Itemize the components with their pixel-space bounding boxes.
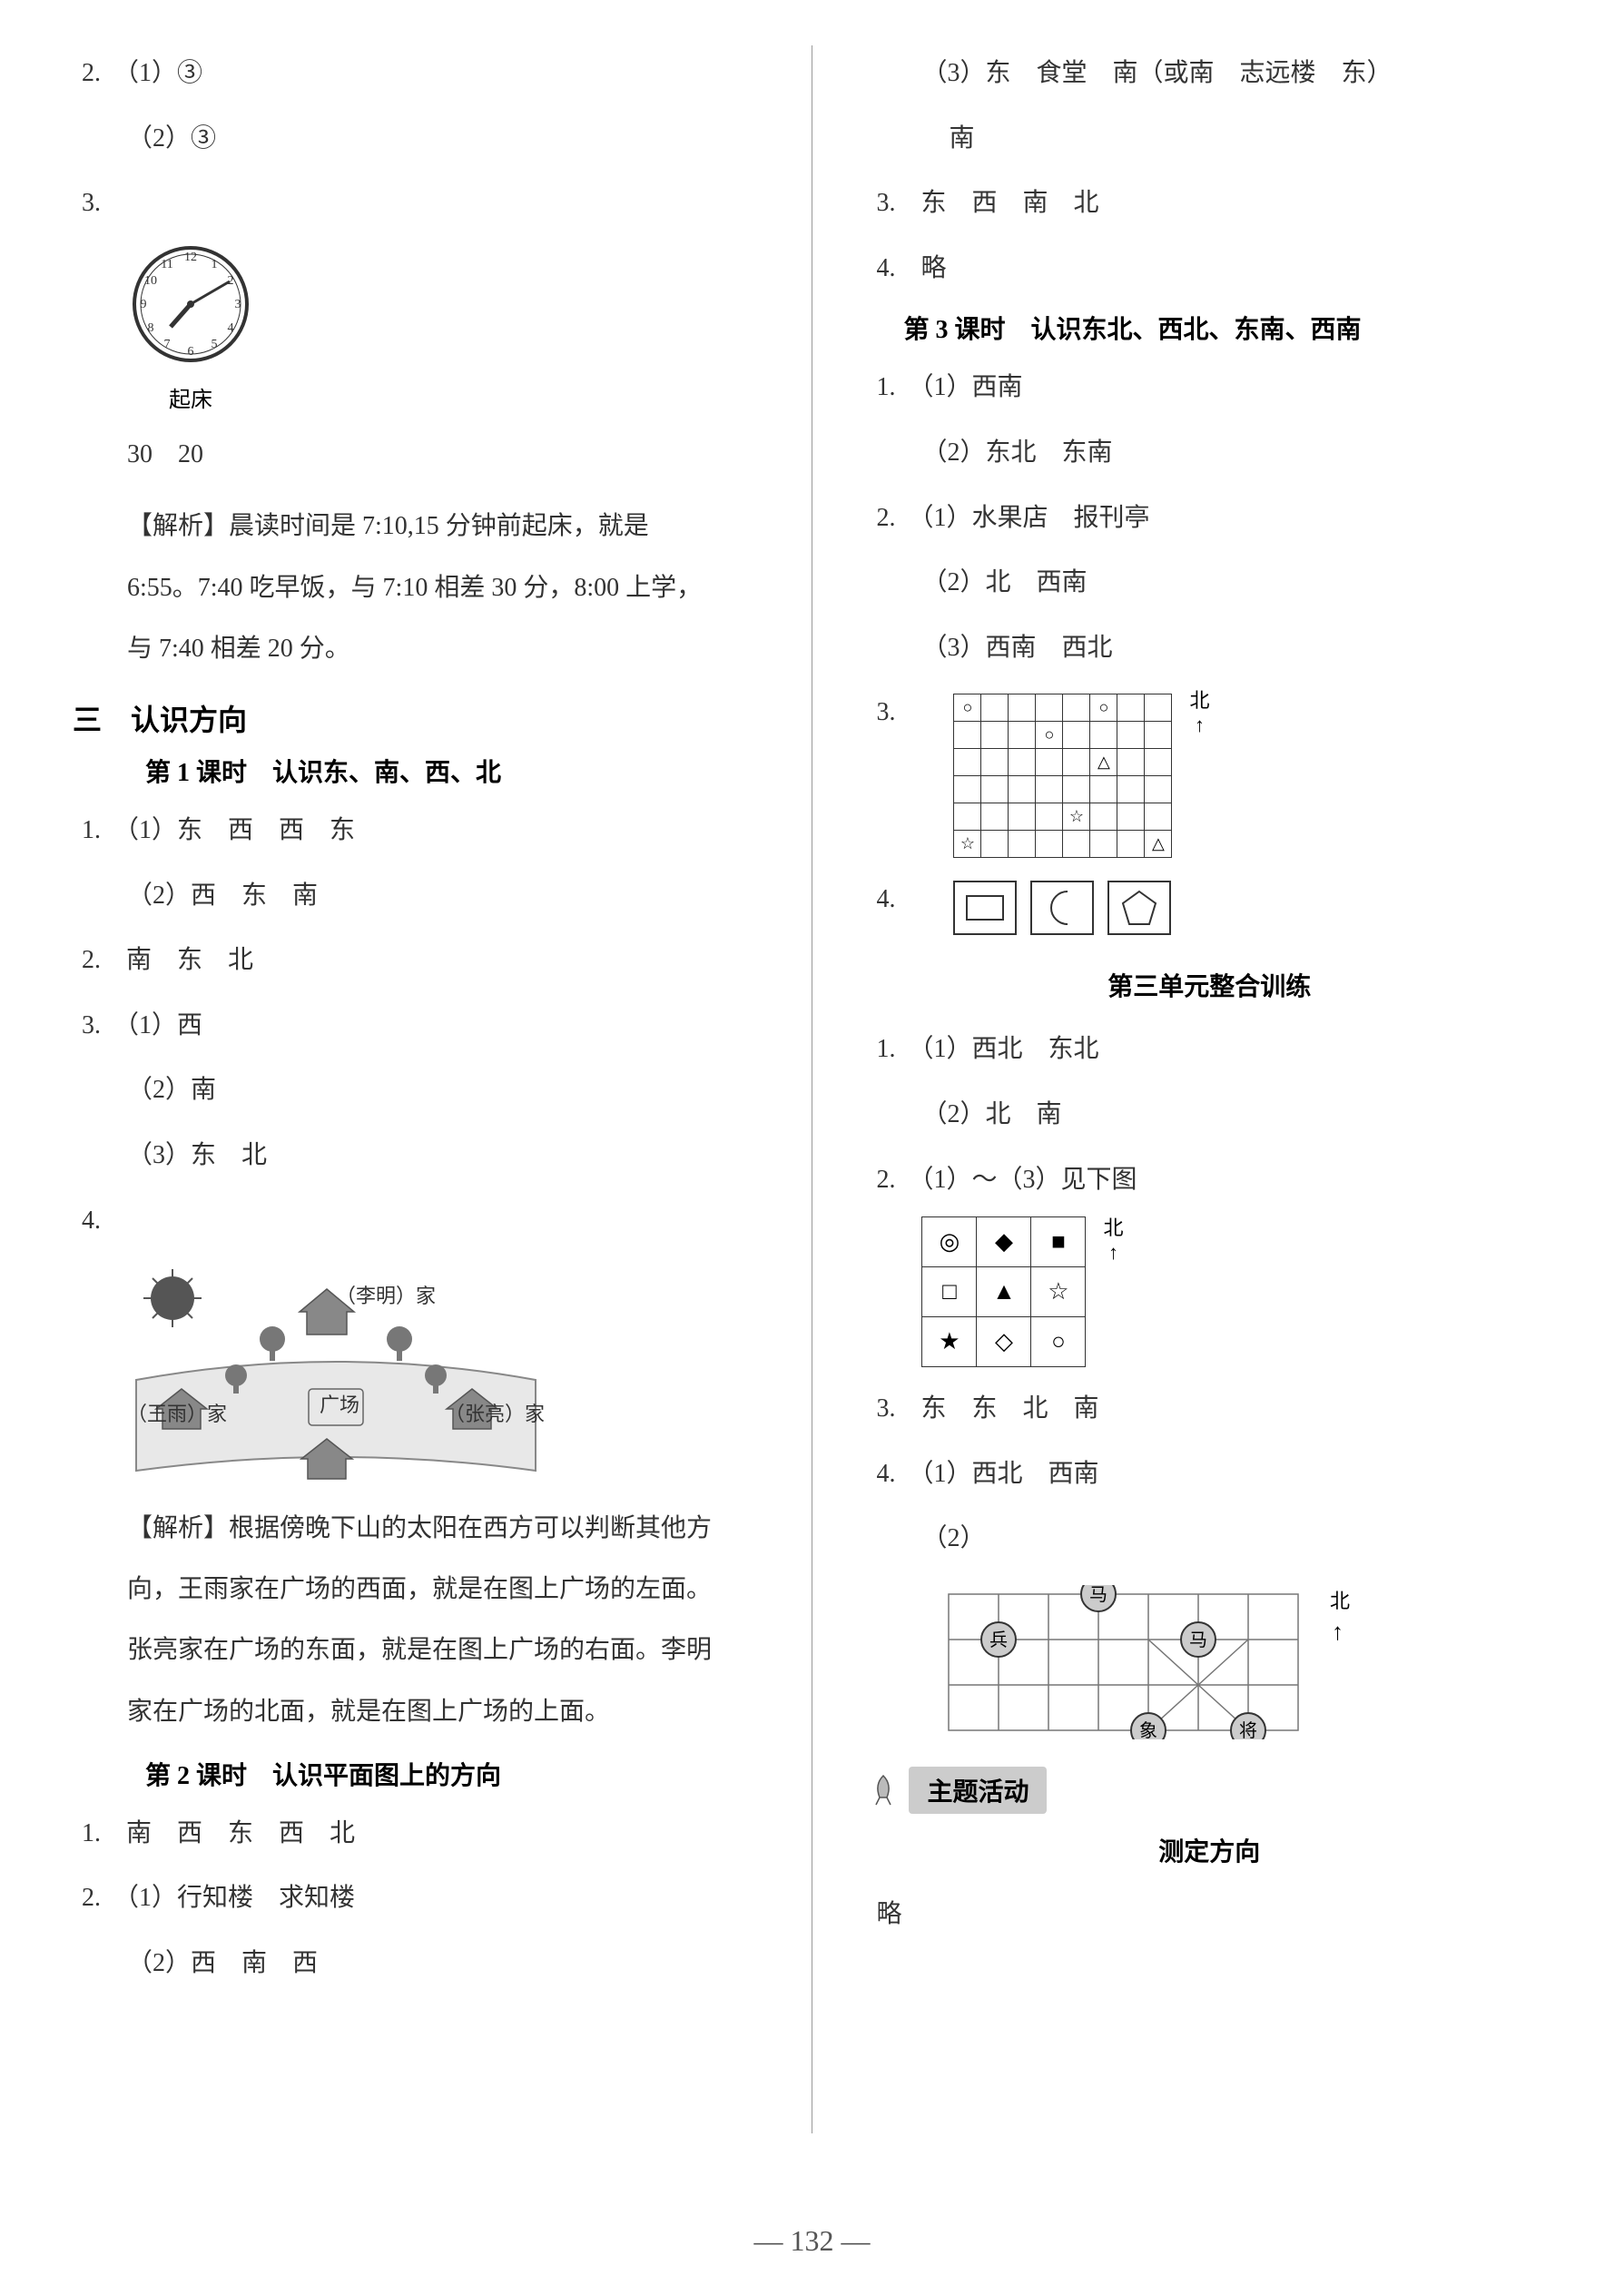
grid-3x3: ◎◆■□▲☆★◇○ 北 ↑ (921, 1216, 1551, 1367)
l3-q2-a3: （3）西南 西北 (867, 620, 1551, 676)
q3-explain: 【解析】晨读时间是 7:10,15 分钟前起床，就是 6:55。7:40 吃早饭… (73, 496, 757, 679)
rocket-icon (867, 1774, 900, 1807)
l3-q2: 2. （1）水果店 报刊亭 (867, 490, 1551, 547)
lesson2-title: 第 2 课时 认识平面图上的方向 (145, 1756, 757, 1792)
l3-q1-a2: （2）东北 东南 (867, 425, 1551, 481)
sub-heading: 测定方向 (867, 1832, 1551, 1868)
label-plaza: 广场 (320, 1394, 359, 1416)
chess-figure: 马 马 兵 象 将 北 ↑ (940, 1585, 1551, 1744)
q2-a2: （2）③ (73, 111, 757, 167)
u-q1-a2: （2）北 南 (867, 1087, 1551, 1143)
svg-text:8: 8 (148, 321, 154, 335)
svg-text:兵: 兵 (989, 1630, 1008, 1650)
l3-q4-num: 4. (867, 872, 895, 928)
cont-q3: 3. 东 西 南 北 (867, 175, 1551, 231)
svg-text:将: 将 (1239, 1720, 1257, 1739)
l2-q1: 1. 南 西 东 西 北 (73, 1806, 757, 1862)
village-illustration: （李明）家 （王雨）家 广场 （张亮）家 (109, 1262, 757, 1484)
svg-text:12: 12 (184, 251, 197, 264)
clock-label: 起床 (127, 381, 254, 413)
q3-nums: 30 20 (73, 427, 757, 483)
l1-q1-a2: （2）西 东 南 (73, 868, 757, 924)
svg-text:9: 9 (141, 298, 147, 311)
shapes-row (953, 881, 1171, 935)
cont-a3: （3）东 食堂 南（或南 志远楼 东） (867, 45, 1551, 102)
topic-banner-text: 主题活动 (909, 1767, 1047, 1814)
svg-text:4: 4 (228, 321, 234, 335)
label-wangyu: （王雨）家 (127, 1403, 227, 1425)
q2-num: 2. （1）③ (73, 45, 757, 102)
svg-text:1: 1 (212, 258, 218, 271)
l1-q2: 2. 南 东 北 (73, 932, 757, 989)
l1-q3: 3. （1）西 (73, 998, 757, 1054)
lesson3-title: 第 3 课时 认识东北、西北、东南、西南 (903, 310, 1551, 346)
cont-q4: 4. 略 (867, 241, 1551, 297)
arrow-up-icon: ↑ (1108, 1241, 1118, 1265)
north-label: 北 (1189, 685, 1209, 714)
north-label-2: 北 (1103, 1212, 1123, 1241)
svg-text:7: 7 (164, 338, 171, 351)
l2-q2-a2: （2）西 南 西 (73, 1935, 757, 1992)
arrow-up-icon: ↑ (1195, 714, 1205, 737)
svg-text:↑: ↑ (1332, 1619, 1343, 1645)
column-divider (812, 45, 813, 2133)
label-liming: （李明）家 (336, 1285, 436, 1307)
l1-q4: 4. (73, 1193, 757, 1249)
svg-text:马: 马 (1189, 1630, 1207, 1650)
l1-q3-a3: （3）东 北 (73, 1128, 757, 1184)
u-q3: 3. 东 东 北 南 (867, 1381, 1551, 1437)
section-title: 三 认识方向 (73, 697, 757, 739)
l3-q1: 1. （1）西南 (867, 359, 1551, 416)
page-number: — 132 — (754, 2224, 871, 2258)
u-q2: 2. （1）～（3）见下图 (867, 1152, 1551, 1208)
u-q4: 4. （1）西北 西南 (867, 1446, 1551, 1502)
final: 略 (867, 1886, 1551, 1943)
unit-title: 第三单元整合训练 (867, 967, 1551, 1003)
right-column: （3）东 食堂 南（或南 志远楼 东） 南 3. 东 西 南 北 4. 略 第 … (867, 45, 1551, 2133)
svg-text:3: 3 (235, 298, 241, 311)
shape-moon (1030, 881, 1094, 935)
u-q4-a2: （2） (867, 1511, 985, 1567)
svg-text:北: 北 (1330, 1590, 1350, 1612)
q3-num: 3. (73, 175, 757, 231)
svg-text:6: 6 (188, 345, 194, 359)
clock-figure: 121 23 45 67 89 1011 (127, 241, 757, 372)
svg-text:11: 11 (161, 258, 172, 271)
label-zhangliang: （张亮）家 (445, 1403, 545, 1425)
shape-rect (953, 881, 1017, 935)
svg-text:10: 10 (144, 274, 157, 288)
l3-q2-a2: （2）北 西南 (867, 555, 1551, 611)
l1-q4-explain: 【解析】根据傍晚下山的太阳在西方可以判断其他方向，王雨家在广场的西面，就是在图上… (73, 1498, 757, 1742)
l1-q1: 1. （1）东 西 西 东 (73, 803, 757, 859)
l2-q2: 2. （1）行知楼 求知楼 (73, 1870, 757, 1926)
shape-pentagon (1107, 881, 1171, 935)
left-column: 2. （1）③ （2）③ 3. 121 23 45 67 89 1011 起床 (73, 45, 757, 2133)
l1-q3-a2: （2）南 (73, 1062, 757, 1118)
u-q1: 1. （1）西北 东北 (867, 1021, 1551, 1078)
l3-q3-num: 3. (867, 685, 895, 741)
svg-text:象: 象 (1139, 1720, 1157, 1739)
svg-text:5: 5 (212, 338, 218, 351)
grid-8x8: ○○○△☆☆△ 北 ↑ (953, 694, 1172, 858)
cont-a3b: 南 (867, 111, 1551, 167)
topic-banner: 主题活动 (867, 1767, 1551, 1814)
svg-text:马: 马 (1089, 1585, 1107, 1605)
lesson1-title: 第 1 课时 认识东、南、西、北 (145, 753, 757, 789)
